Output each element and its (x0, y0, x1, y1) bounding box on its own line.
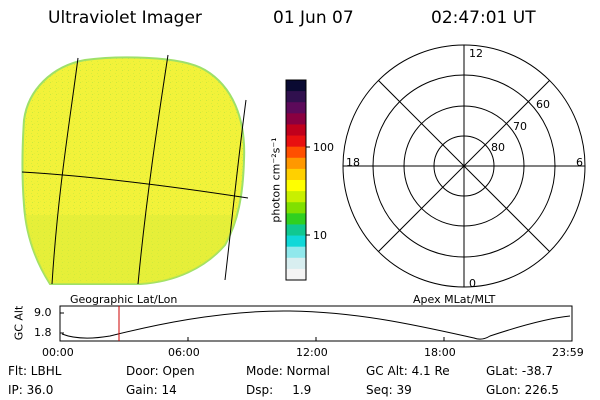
polar-ring (433, 135, 495, 197)
colorbar-tick-label-10: 10 (313, 229, 327, 242)
colorbar-segment (286, 224, 306, 237)
geographic-panel-label: Geographic Lat/Lon (70, 293, 178, 306)
polar-ring (372, 74, 556, 258)
disk-lower-shade (22, 215, 245, 284)
colorbar-segment (286, 135, 306, 148)
longitude-line (51, 57, 79, 285)
altitude-ylabel-max: 9.0 (34, 306, 52, 319)
filter-info: Flt: LBHL (8, 364, 62, 378)
colorbar-segment (286, 146, 306, 159)
colorbar-tick-label-100: 100 (313, 141, 334, 154)
colorbar-segment (286, 113, 306, 126)
colorbar-segment (286, 157, 306, 170)
mlat-label-60: 60 (536, 98, 550, 111)
polar-diagonal (378, 80, 550, 252)
colorbar-segment (286, 268, 306, 281)
date-label: 01 Jun 07 (273, 8, 354, 28)
polar-ring (403, 105, 525, 227)
altitude-ylabel-min: 1.8 (34, 326, 52, 339)
polar-diagonal (378, 80, 550, 252)
time-tick-0600: 06:00 (168, 346, 200, 359)
colorbar-segment (286, 191, 306, 203)
colorbar-segment (286, 202, 306, 214)
time-tick-1800: 18:00 (424, 346, 456, 359)
longitude-line (224, 99, 247, 281)
dsp-info: Dsp: 1.9 (246, 383, 312, 397)
mlat-label-80: 80 (491, 141, 505, 154)
mlt-label-6: 6 (576, 156, 583, 169)
altitude-plot-frame (59, 305, 573, 342)
glat-info: GLat: -38.7 (486, 364, 553, 378)
colorbar-segment (286, 213, 306, 226)
colorbar-segment (286, 235, 306, 248)
gain-info: Gain: 14 (126, 383, 177, 397)
colorbar-segment (286, 102, 306, 114)
ip-info: IP: 36.0 (8, 383, 54, 397)
polar-ring (342, 44, 586, 288)
time-tick-2359: 23:59 (552, 346, 584, 359)
seq-info: Seq: 39 (366, 383, 412, 397)
mlt-label-18: 18 (346, 156, 360, 169)
colorbar-segment (286, 257, 306, 270)
latitude-line (21, 171, 249, 199)
colorbar-segment (286, 124, 306, 137)
colorbar-segment (286, 91, 306, 103)
mlt-label-12: 12 (469, 47, 483, 60)
mlat-label-70: 70 (513, 120, 527, 133)
mlt-label-0: 0 (469, 277, 476, 290)
time-tick-0000: 00:00 (42, 346, 74, 359)
colorbar-segment (286, 180, 306, 192)
colorbar-segment (286, 246, 306, 259)
mode-info: Mode: Normal (246, 364, 330, 378)
gc-alt-info: GC Alt: 4.1 Re (366, 364, 450, 378)
altitude-curve (61, 310, 571, 340)
apex-panel-label: Apex MLat/MLT (413, 293, 496, 306)
time-tick-1200: 12:00 (296, 346, 328, 359)
glon-info: GLon: 226.5 (486, 383, 559, 397)
longitude-line (137, 54, 169, 285)
app-title: Ultraviolet Imager (48, 8, 202, 28)
earth-disk (21, 56, 246, 285)
time-label: 02:47:01 UT (431, 8, 536, 28)
colorbar-unit-label: photon cm⁻²s⁻¹ (269, 137, 283, 223)
altitude-axis-label: GC Alt (12, 305, 26, 341)
door-info: Door: Open (126, 364, 195, 378)
colorbar-segment (286, 168, 306, 181)
colorbar-segment (286, 80, 306, 92)
